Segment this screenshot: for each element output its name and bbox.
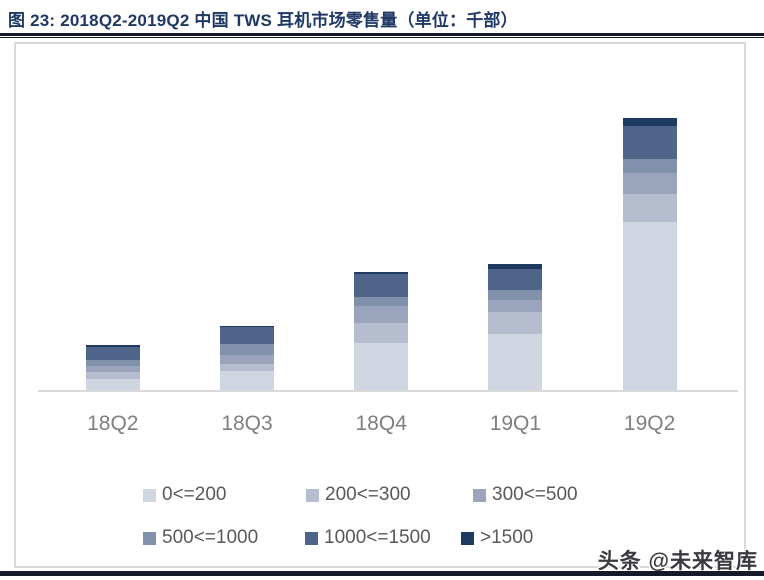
stacked-bar-18Q4 (354, 272, 409, 392)
bar-segment (622, 158, 677, 173)
legend-item: 0<=200 (143, 484, 226, 506)
x-tick-label: 19Q2 (623, 412, 676, 435)
watermark-text: 头条 @未来智库 (597, 550, 758, 573)
legend-label: >1500 (480, 527, 534, 548)
stacked-bar-18Q3 (220, 326, 274, 392)
bar-segment (622, 222, 677, 392)
bar-segment (488, 290, 543, 300)
bar-segment (220, 363, 274, 371)
x-tick-label: 19Q1 (489, 412, 542, 435)
legend-label: 1000<=1500 (324, 527, 431, 548)
bottom-border-line (0, 571, 764, 576)
bar-segment (354, 274, 409, 297)
bar-segment (488, 333, 543, 392)
legend-label: 500<=1000 (162, 527, 259, 548)
stacked-bar-18Q2 (85, 345, 140, 392)
bar-segment (85, 360, 140, 366)
legend-item: 300<=500 (473, 484, 578, 506)
bar-segment (488, 264, 543, 269)
legend-swatch-icon (461, 531, 474, 545)
bar-segment (85, 378, 140, 392)
title-divider-thin (0, 37, 764, 38)
bar-segment (488, 268, 543, 290)
bar-segment (622, 173, 677, 194)
legend-item: 500<=1000 (143, 527, 258, 549)
legend-swatch-icon (305, 531, 318, 545)
bar-segment (354, 305, 409, 323)
bar-segment (85, 366, 140, 372)
legend-item: 1000<=1500 (305, 527, 431, 549)
bar-segment (488, 300, 543, 312)
stacked-bar-19Q2 (622, 118, 677, 392)
bar-segment (622, 118, 677, 126)
bar-segment (354, 343, 409, 392)
bar-segment (220, 343, 274, 355)
stacked-bar-19Q1 (488, 264, 543, 392)
legend-label: 0<=200 (162, 484, 227, 505)
title-divider-thick (0, 33, 764, 36)
bar-segment (488, 311, 543, 334)
bar-segment (354, 323, 409, 343)
bar-segment (220, 326, 274, 327)
x-tick-label: 18Q3 (221, 412, 273, 435)
bar-segment (622, 193, 677, 222)
legend-item: 200<=300 (306, 484, 411, 506)
bar-segment (354, 296, 409, 306)
bar-segment (85, 372, 140, 379)
legend-label: 300<=500 (492, 484, 578, 505)
figure-title: 图 23: 2018Q2-2019Q2 中国 TWS 耳机市场零售量（单位：千部… (8, 11, 518, 30)
legend-swatch-icon (143, 488, 156, 502)
x-tick-label: 18Q2 (87, 412, 139, 435)
legend-item: >1500 (461, 527, 533, 549)
bar-segment (354, 272, 409, 274)
bar-segment (622, 126, 677, 159)
bar-segment (220, 354, 274, 364)
plot-area (16, 44, 744, 392)
bar-segment (220, 326, 274, 344)
x-tick-label: 18Q4 (355, 412, 407, 435)
x-axis-line (38, 390, 738, 392)
chart-container: 18Q2 18Q3 18Q4 19Q1 19Q2 0<=200 200<=300 300<=… (14, 42, 746, 568)
bar-segment (220, 371, 274, 392)
legend-label: 200<=300 (325, 484, 411, 505)
legend-swatch-icon (473, 488, 486, 502)
legend-swatch-icon (143, 531, 156, 545)
bar-segment (85, 346, 140, 360)
legend-swatch-icon (306, 488, 319, 502)
bar-segment (85, 345, 140, 347)
